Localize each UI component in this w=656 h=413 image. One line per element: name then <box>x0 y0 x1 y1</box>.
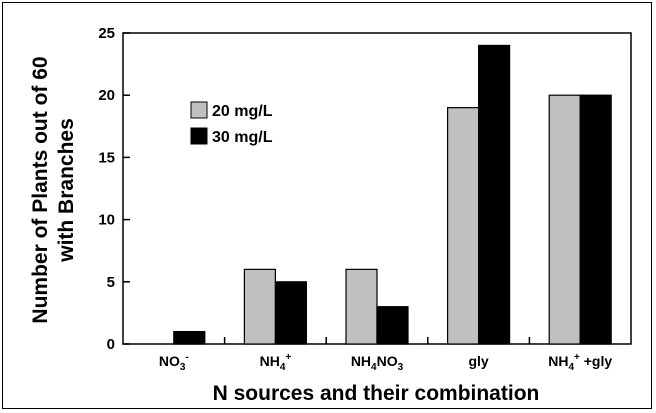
bar-nh4no3-20-mg-l <box>345 268 378 345</box>
bar-nh4-gly-30-mg-l <box>579 94 612 345</box>
y-axis-title-line-2: with Branches <box>55 118 78 263</box>
figure-frame <box>2 2 652 409</box>
y-axis-title-line-1: Number of Plants out of 60 <box>29 56 52 323</box>
legend-swatch-20 <box>190 101 208 119</box>
x-axis-ticks <box>223 337 531 344</box>
y-tick-label-25: 25 <box>98 25 115 42</box>
bar-gly-20-mg-l <box>447 107 480 345</box>
category-label-3: gly <box>468 353 488 369</box>
y-tick-label-20: 20 <box>98 87 115 104</box>
bar-nh4-gly-20-mg-l <box>548 94 581 345</box>
bar-nh4no3-30-mg-l <box>376 306 409 345</box>
y-tick-label-0: 0 <box>107 336 115 353</box>
bars <box>173 44 612 345</box>
y-tick-label-15: 15 <box>98 149 115 166</box>
bar-gly-30-mg-l <box>478 44 511 345</box>
legend-label-30: 30 mg/L <box>212 129 273 146</box>
legend-swatch-30 <box>190 127 208 145</box>
category-label-2: NH4NO3 <box>351 353 404 373</box>
y-tick-label-10: 10 <box>98 212 115 229</box>
x-axis-title: N sources and their combination <box>213 382 540 405</box>
category-label-4: NH4+ +gly <box>548 352 612 373</box>
bar-no3--30-mg-l <box>173 330 206 345</box>
category-labels: NO3- NH4+ NH4NO3 gly NH4+ +gly <box>159 352 613 373</box>
y-axis-ticks: 0 5 10 15 20 25 <box>98 25 130 353</box>
legend: 20 mg/L 30 mg/L <box>190 101 273 146</box>
category-label-0: NO3- <box>159 352 189 373</box>
category-label-1: NH4+ <box>260 352 292 373</box>
bar-nh4--30-mg-l <box>274 281 307 345</box>
bar-nh4--20-mg-l <box>243 268 276 345</box>
y-tick-label-5: 5 <box>107 274 115 291</box>
legend-label-20: 20 mg/L <box>212 103 273 120</box>
